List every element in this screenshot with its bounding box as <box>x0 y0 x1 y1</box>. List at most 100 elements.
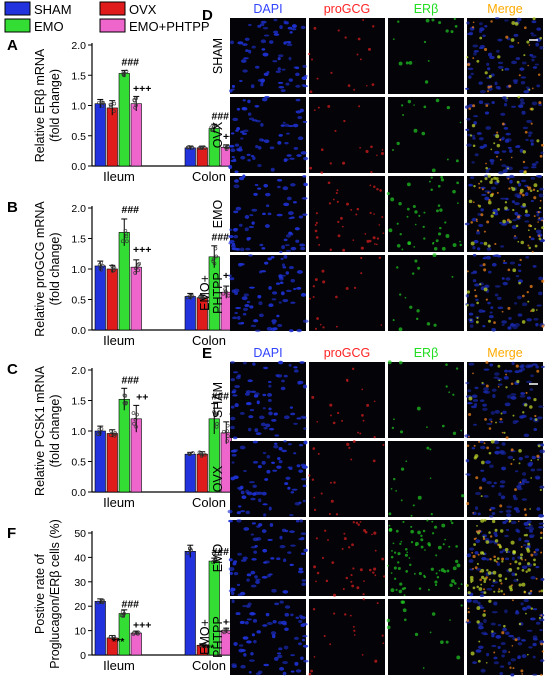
nucleus <box>238 263 245 266</box>
nucleus <box>273 18 278 22</box>
nucleus <box>295 616 300 620</box>
progcg-signal <box>519 258 522 262</box>
nucleus <box>272 60 278 63</box>
progcg-signal <box>374 243 376 245</box>
erb-signal <box>397 20 400 23</box>
nucleus <box>289 31 293 34</box>
progcg-signal <box>350 208 353 211</box>
progcg-signal <box>472 104 476 108</box>
erb-signal <box>435 239 439 243</box>
progcg-signal <box>511 644 514 647</box>
nucleus <box>257 294 262 299</box>
nucleus <box>520 101 526 105</box>
nucleus <box>231 244 236 248</box>
progcg-signal <box>309 90 313 94</box>
nucleus <box>283 440 287 443</box>
nucleus <box>283 254 288 259</box>
erb-signal <box>406 551 409 554</box>
nucleus <box>284 141 289 145</box>
nucleus <box>501 150 507 153</box>
nucleus <box>244 304 250 308</box>
nucleus <box>247 112 252 116</box>
nucleus <box>255 580 260 585</box>
nucleus <box>536 304 542 307</box>
progcg-signal <box>343 532 346 535</box>
nucleus <box>228 165 233 170</box>
progcg-signal <box>489 558 492 561</box>
nucleus <box>469 547 475 551</box>
erb-signal <box>530 477 533 479</box>
progcg-signal <box>353 629 356 632</box>
data-point <box>191 451 195 455</box>
nucleus <box>290 654 295 657</box>
nucleus <box>278 460 283 464</box>
data-point <box>213 246 218 251</box>
nucleus <box>295 98 301 102</box>
progcg-signal <box>347 546 351 549</box>
nucleus <box>486 652 490 657</box>
progcg-signal <box>361 654 364 656</box>
nucleus <box>230 416 236 421</box>
progcg-signal <box>351 543 354 547</box>
nucleus <box>465 459 470 463</box>
significance-marker: +++ <box>133 620 151 632</box>
progcg-signal <box>537 73 541 76</box>
nucleus <box>524 539 530 543</box>
erb-signal <box>408 61 413 65</box>
nucleus <box>276 557 281 561</box>
nucleus <box>465 87 470 90</box>
nucleus <box>500 451 507 456</box>
progcg-signal <box>472 554 476 559</box>
erb-signal <box>488 599 492 603</box>
nucleus <box>527 364 534 368</box>
nucleus <box>532 655 536 659</box>
erb-signal <box>522 203 526 207</box>
data-point <box>199 450 203 455</box>
erb-signal <box>512 414 515 417</box>
nucleus <box>237 41 244 45</box>
erb-signal <box>487 244 491 248</box>
erb-signal <box>434 580 438 584</box>
erb-signal <box>431 532 435 535</box>
nucleus <box>505 197 509 201</box>
progcg-signal <box>355 213 358 216</box>
progcg-signal <box>477 553 480 556</box>
progcg-signal <box>315 537 318 540</box>
nucleus <box>278 647 283 651</box>
erb-signal <box>437 184 441 188</box>
nucleus <box>239 620 245 625</box>
nucleus <box>228 567 235 572</box>
row-label-text: OVX <box>211 465 225 492</box>
nucleus <box>510 396 517 400</box>
nucleus <box>271 418 277 422</box>
progcg-signal <box>509 562 512 565</box>
nucleus <box>279 277 284 281</box>
nucleus <box>527 463 533 468</box>
erb-signal <box>443 569 447 573</box>
erb-signal <box>466 304 469 307</box>
nucleus <box>270 167 275 172</box>
nucleus <box>510 520 517 525</box>
nucleus <box>517 313 523 317</box>
nucleus <box>235 612 241 616</box>
erb-signal <box>431 168 436 173</box>
nucleus <box>519 395 526 398</box>
nucleus <box>262 624 268 627</box>
erb-signal <box>421 131 426 136</box>
nucleus <box>283 202 290 207</box>
erb-signal <box>450 30 454 34</box>
progcg-signal <box>353 88 356 91</box>
progcg-signal <box>359 146 362 149</box>
erb-signal <box>483 580 487 584</box>
progcg-signal <box>376 602 379 605</box>
progcg-signal <box>313 496 316 499</box>
nucleus <box>500 665 505 668</box>
progcg-signal <box>372 236 376 240</box>
progcg-signal <box>483 230 486 233</box>
y-axis-label: Relative ERβ mRNA (fold change) <box>33 48 62 162</box>
nucleus <box>491 101 495 105</box>
nucleus <box>493 481 497 485</box>
row-label: EMO <box>211 543 225 572</box>
nucleus <box>285 476 291 480</box>
nucleus <box>534 548 540 552</box>
